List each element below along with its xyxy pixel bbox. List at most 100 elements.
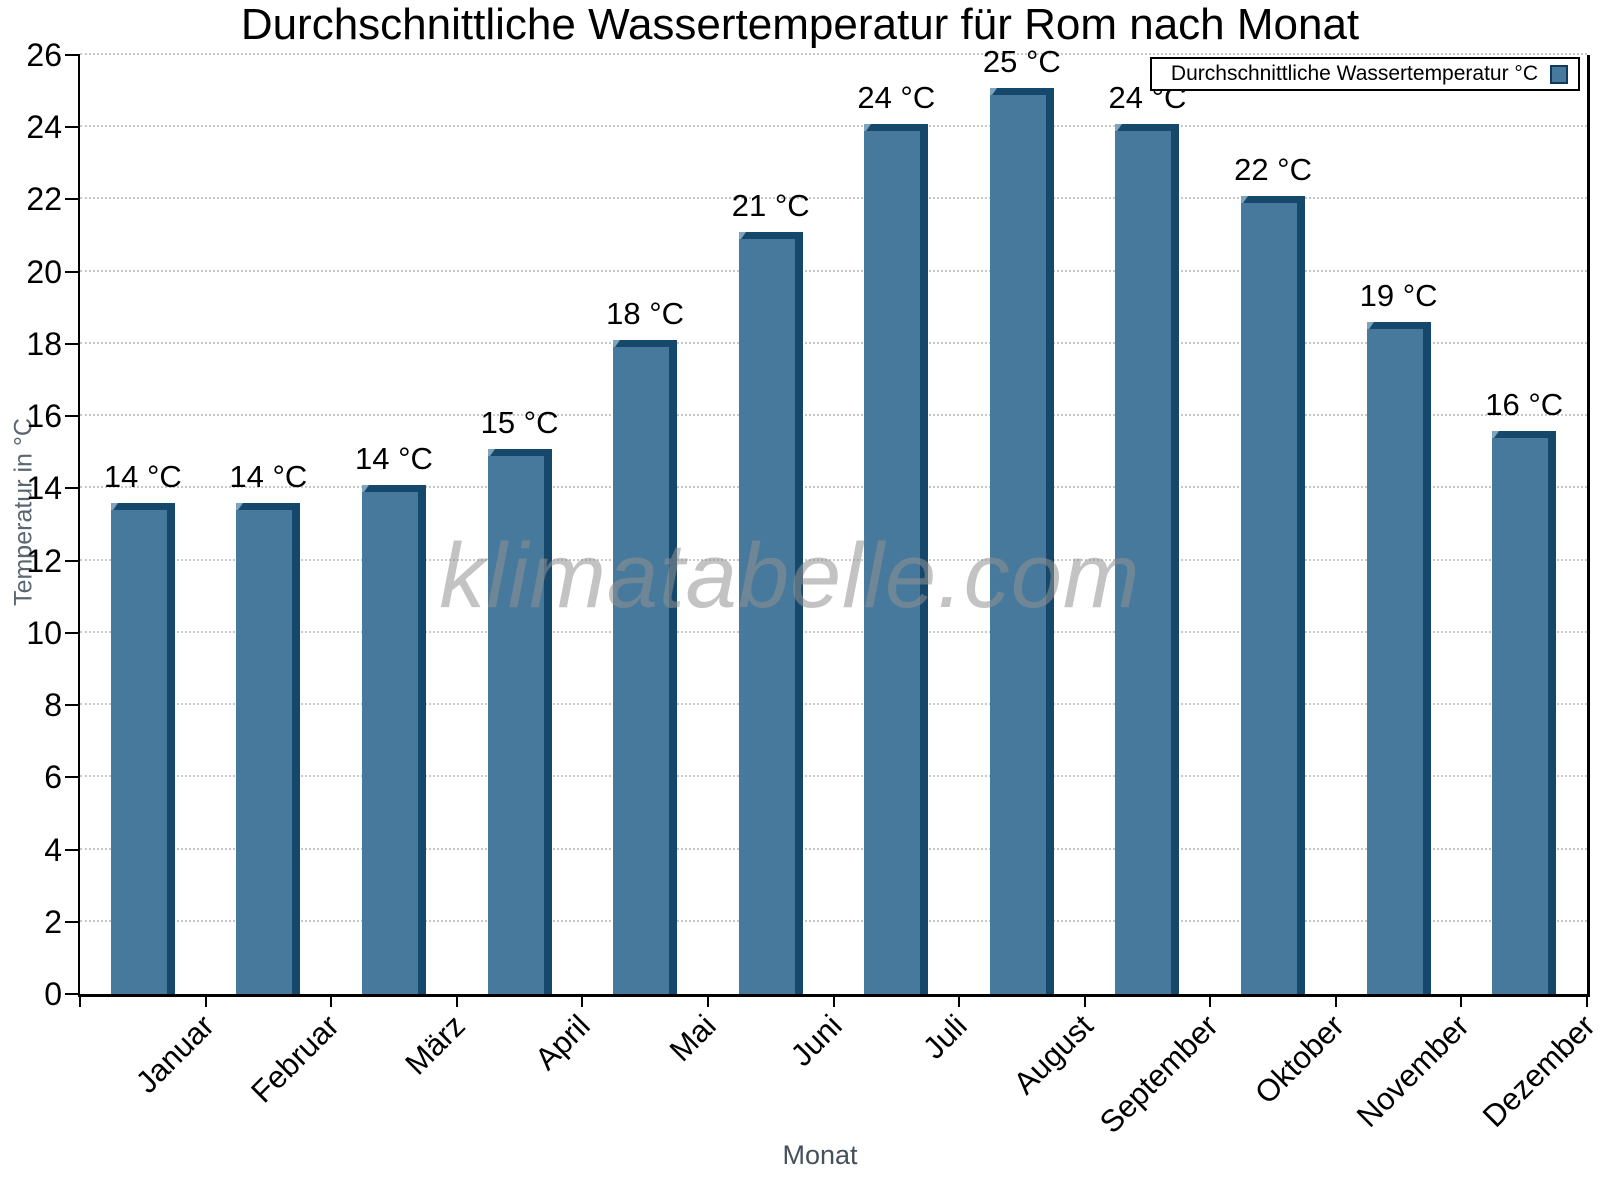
bar-top-face xyxy=(487,448,552,456)
bar-right-face xyxy=(166,502,175,994)
y-axis-tick xyxy=(65,631,80,634)
bar xyxy=(236,502,301,994)
bar-top-face xyxy=(236,502,301,510)
gridline xyxy=(80,125,1587,128)
x-axis-tick xyxy=(1083,994,1086,1007)
bar-right-face xyxy=(292,502,301,994)
chart-title: Durchschnittliche Wassertemperatur für R… xyxy=(240,0,1360,49)
bar-value-label: 14 °C xyxy=(103,458,182,494)
y-tick-label: 4 xyxy=(44,831,62,868)
bar-top-face xyxy=(110,502,175,510)
bar xyxy=(361,484,426,994)
bar-top-face xyxy=(738,231,803,239)
gridline xyxy=(80,197,1587,200)
bar-right-face xyxy=(417,484,426,994)
bar-top-face xyxy=(989,87,1054,95)
month-label: September xyxy=(1093,1008,1225,1140)
gridline xyxy=(80,341,1587,344)
bar xyxy=(1366,322,1431,994)
bar-bevel-highlight xyxy=(1366,322,1376,330)
month-label: April xyxy=(528,1008,598,1077)
gridline xyxy=(80,269,1587,272)
bar-right-face xyxy=(1297,195,1306,994)
bar-right-face xyxy=(669,340,678,994)
month-label: Mai xyxy=(662,1008,723,1069)
bar-top-face xyxy=(1492,430,1557,438)
bar-value-label: 16 °C xyxy=(1485,386,1564,422)
bar-bevel-highlight xyxy=(738,231,748,239)
y-axis-tick xyxy=(65,487,80,490)
y-axis-tick xyxy=(65,559,80,562)
bar-right-face xyxy=(1171,123,1180,994)
y-tick-label: 10 xyxy=(26,614,62,651)
bar-top-face xyxy=(613,340,678,348)
month-label: Januar xyxy=(128,1008,221,1100)
bar-value-label: 24 °C xyxy=(857,79,936,115)
gridline xyxy=(80,703,1587,706)
bar-right-face xyxy=(1045,87,1054,994)
month-label: Juli xyxy=(916,1008,974,1066)
bar-right-face xyxy=(794,231,803,994)
x-axis-tick xyxy=(204,994,207,1007)
y-tick-label: 18 xyxy=(26,325,62,362)
x-axis-tick xyxy=(958,994,961,1007)
bar-bevel-highlight xyxy=(110,502,120,510)
bar-bevel-highlight xyxy=(1241,195,1251,203)
bar-bevel-highlight xyxy=(361,484,371,492)
y-axis-tick xyxy=(65,270,80,273)
y-tick-label: 22 xyxy=(26,181,62,218)
bar-top-face xyxy=(1366,322,1431,330)
gridline xyxy=(80,558,1587,561)
x-axis-tick xyxy=(1460,994,1463,1007)
bar-value-label: 14 °C xyxy=(355,440,433,476)
y-tick-label: 16 xyxy=(26,398,62,435)
gridline xyxy=(80,630,1587,633)
y-tick-label: 12 xyxy=(26,542,62,579)
legend-swatch-icon xyxy=(1550,64,1568,84)
y-tick-label: 24 xyxy=(26,109,62,146)
y-axis-tick xyxy=(65,415,80,418)
bar xyxy=(613,340,678,994)
bar-top-face xyxy=(1115,123,1180,131)
y-axis-tick xyxy=(65,704,80,707)
plot-area: 14 °C 14 °C 14 °C 15 °C 18 °C 21 °C 24 °C 25 °C… xyxy=(65,44,1590,1007)
y-axis-tick xyxy=(65,776,80,779)
bar-value-label: 18 °C xyxy=(606,296,685,332)
y-axis-tick xyxy=(65,993,80,995)
month-label: Juni xyxy=(783,1008,849,1073)
bar-bevel-highlight xyxy=(1492,430,1502,438)
bar xyxy=(110,502,175,994)
x-axis-tick xyxy=(79,994,81,1007)
bar-bevel-highlight xyxy=(864,123,874,131)
legend-label: Durchschnittliche Wassertemperatur °C xyxy=(1170,62,1538,85)
bar xyxy=(864,123,929,994)
y-tick-label: 0 xyxy=(44,976,62,1012)
bar-value-label: 22 °C xyxy=(1234,151,1312,187)
month-label: Oktober xyxy=(1247,1008,1351,1111)
x-axis-tick xyxy=(1334,994,1337,1007)
y-axis-tick xyxy=(65,848,80,851)
gridline xyxy=(80,775,1587,778)
bar-bevel-highlight xyxy=(487,448,497,456)
month-label: November xyxy=(1350,1008,1477,1134)
bar xyxy=(487,448,552,994)
x-axis-tick xyxy=(581,994,584,1007)
y-axis-tick xyxy=(65,920,80,923)
gridline xyxy=(80,53,1587,55)
bar-value-label: 21 °C xyxy=(731,187,810,223)
bar xyxy=(1115,123,1180,994)
month-label: Dezember xyxy=(1475,1008,1600,1134)
bar-right-face xyxy=(1548,430,1557,994)
y-tick-label: 2 xyxy=(44,903,62,940)
bar-top-face xyxy=(361,484,426,492)
x-axis-tick xyxy=(455,994,458,1007)
y-axis-tick xyxy=(65,342,80,345)
bar-value-label: 14 °C xyxy=(229,458,308,494)
bar xyxy=(738,231,803,994)
gridline xyxy=(80,414,1587,417)
bar-top-face xyxy=(1241,195,1306,203)
x-axis-tick xyxy=(832,994,835,1007)
bar-bevel-highlight xyxy=(1115,123,1125,131)
bar xyxy=(989,87,1054,994)
